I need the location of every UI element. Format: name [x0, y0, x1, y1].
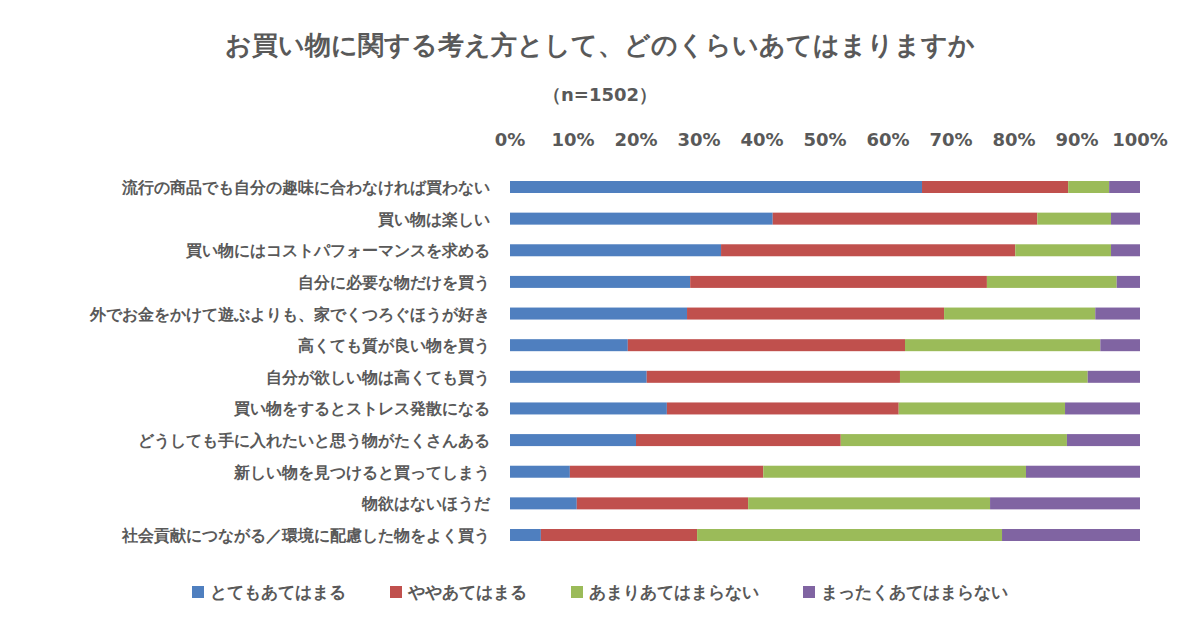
bar-segment — [510, 308, 687, 320]
bar-segment — [721, 244, 1015, 256]
bar-segment — [541, 529, 697, 541]
bar-segment — [900, 371, 1088, 383]
x-tick-label: 20% — [614, 129, 657, 150]
x-tick-label: 30% — [677, 129, 720, 150]
legend-label: ややあてはまる — [407, 582, 527, 602]
chart: お買い物に関する考え方として、どのくらいあてはまりますか （n=1502） 0% 10… — [0, 0, 1200, 630]
bar-segment — [1100, 339, 1140, 351]
bar-segment — [577, 497, 748, 509]
legend-label: まったくあてはまらない — [821, 582, 1008, 602]
bar-segment — [510, 497, 577, 509]
bar-segment — [763, 466, 1026, 478]
bar-segment — [748, 497, 990, 509]
bar-segment — [510, 529, 541, 541]
bar-segment — [636, 434, 841, 446]
category-label: 外でお金をかけて遊ぶよりも、家でくつろぐほうが好き — [89, 305, 490, 324]
bar-segment — [647, 371, 900, 383]
bars — [510, 181, 1140, 541]
title: お買い物に関する考え方として、どのくらいあてはまりますか — [225, 30, 975, 60]
bar-segment — [510, 371, 647, 383]
bar-segment — [990, 497, 1140, 509]
legend-label: とてもあてはまる — [210, 582, 346, 602]
bar-segment — [1015, 244, 1111, 256]
bar-segment — [667, 402, 899, 414]
bar-segment — [1095, 308, 1140, 320]
bar-segment — [1117, 276, 1140, 288]
bar-segment — [510, 244, 721, 256]
subtitle: （n=1502） — [543, 84, 657, 105]
legend-swatch — [192, 586, 204, 598]
bar-segment — [944, 308, 1095, 320]
category-label: 買い物をするとストレス発散になる — [233, 399, 490, 418]
bar-segment — [905, 339, 1100, 351]
x-tick-label: 40% — [740, 129, 783, 150]
bar-segment — [510, 339, 628, 351]
legend: とてもあてはまる ややあてはまる あまりあてはまらない まったくあてはまらない — [192, 582, 1008, 602]
bar-segment — [510, 213, 773, 225]
bar-segment — [510, 276, 690, 288]
bar-segment — [1065, 402, 1140, 414]
category-label: 社会貢献につながる／環境に配慮した物をよく買う — [121, 526, 490, 545]
bar-segment — [628, 339, 905, 351]
bar-segment — [1088, 371, 1140, 383]
legend-swatch — [390, 586, 402, 598]
bar-segment — [1111, 244, 1140, 256]
bar-segment — [987, 276, 1117, 288]
category-label: 買い物にはコストパフォーマンスを求める — [185, 241, 490, 260]
x-tick-label: 90% — [1055, 129, 1098, 150]
bar-segment — [841, 434, 1067, 446]
bar-segment — [1067, 434, 1140, 446]
category-label: 物欲はないほうだ — [361, 494, 491, 513]
x-tick-label: 10% — [551, 129, 594, 150]
x-tick-label: 80% — [992, 129, 1035, 150]
bar-segment — [899, 402, 1065, 414]
bar-segment — [1068, 181, 1109, 193]
bar-segment — [1026, 466, 1140, 478]
bar-segment — [1037, 213, 1111, 225]
bar-segment — [697, 529, 1002, 541]
bar-segment — [510, 402, 667, 414]
bar-segment — [510, 466, 570, 478]
category-label: 買い物は楽しい — [377, 210, 490, 229]
x-tick-label: 0% — [495, 129, 526, 150]
x-tick-label: 50% — [803, 129, 846, 150]
legend-label: あまりあてはまらない — [589, 582, 759, 602]
legend-swatch — [571, 586, 583, 598]
bar-segment — [1109, 181, 1140, 193]
x-tick-label: 60% — [866, 129, 909, 150]
category-label: 高くても質が良い物を買う — [298, 336, 490, 355]
category-label: 新しい物を見つけると買ってしまう — [233, 463, 490, 482]
legend-swatch — [803, 586, 815, 598]
bar-segment — [510, 434, 636, 446]
bar-segment — [1111, 213, 1140, 225]
category-label: 流行の商品でも自分の趣味に合わなければ買わない — [121, 178, 490, 197]
bar-segment — [1002, 529, 1140, 541]
x-tick-label: 70% — [929, 129, 972, 150]
x-tick-label: 100% — [1112, 129, 1168, 150]
bar-segment — [510, 181, 922, 193]
category-label: どうしても手に入れたいと思う物がたくさんある — [138, 431, 490, 450]
bar-segment — [922, 181, 1068, 193]
bar-segment — [570, 466, 763, 478]
bar-segment — [690, 276, 987, 288]
category-label: 自分に必要な物だけを買う — [298, 273, 490, 292]
category-label: 自分が欲しい物は高くても買う — [266, 368, 490, 387]
bar-segment — [687, 308, 944, 320]
bar-segment — [773, 213, 1038, 225]
